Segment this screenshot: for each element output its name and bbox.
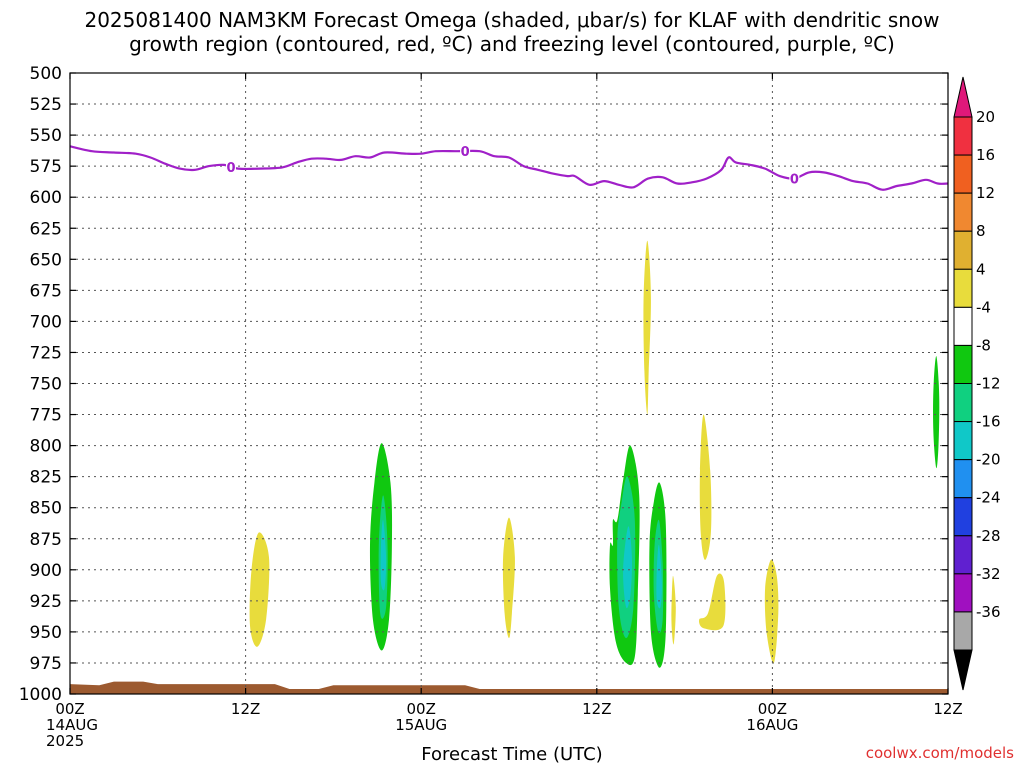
y-tick-label-650: 650: [30, 250, 62, 270]
colorbar-band-4: [953, 268, 973, 308]
colorbar-label-11: -28: [976, 527, 1001, 545]
freezing-level-label-1: 0: [461, 145, 470, 160]
omega-area-12: [671, 575, 676, 645]
y-tick-label-925: 925: [30, 592, 62, 612]
colorbar-label-6: -8: [976, 336, 991, 354]
omega-area-8: [623, 526, 632, 609]
freezing-level-label-0: 0: [226, 161, 235, 176]
x-tick-label-4-0: 00Z: [758, 700, 787, 718]
x-tick-label-0-2: 2025: [46, 732, 84, 750]
omega-area-4: [502, 517, 515, 639]
freezing-label-bg-2: [789, 170, 800, 186]
colorbar-label-7: -12: [976, 375, 1001, 393]
omega-area-3: [380, 519, 387, 591]
y-tick-label-950: 950: [30, 623, 62, 643]
freezing-label-bg-0: [225, 158, 236, 174]
y-tick-label-625: 625: [30, 219, 62, 239]
omega-area-13: [699, 414, 712, 560]
colorbar-top-arrow: [953, 76, 973, 118]
x-tick-label-0-1: 14AUG: [46, 716, 98, 734]
colorbar-band-11: [953, 535, 973, 575]
colorbar-band-7: [953, 383, 973, 423]
colorbar-label-12: -32: [976, 565, 1001, 583]
ground-surface: [70, 681, 948, 694]
y-axis: 500 525 550 575 600 625 650 675 700 725 750 775 800 8…: [19, 64, 948, 705]
colorbar-label-9: -20: [976, 451, 1001, 469]
y-tick-label-700: 700: [30, 312, 62, 332]
omega-area-15: [764, 559, 779, 664]
colorbar-band-12: [953, 573, 973, 613]
chart-title: 2025081400 NAM3KM Forecast Omega (shaded…: [0, 8, 1024, 56]
y-tick-label-600: 600: [30, 188, 62, 208]
colorbar-band-9: [953, 459, 973, 499]
colorbar-label-10: -24: [976, 489, 1001, 507]
colorbar-label-13: -36: [976, 603, 1001, 621]
source-credit: coolwx.com/models: [865, 744, 1014, 762]
x-tick-label-1-0: 12Z: [231, 700, 260, 718]
colorbar-band-13: [953, 611, 973, 651]
freezing-level-contour: 0 0 0: [69, 143, 949, 191]
title-line-1: 2025081400 NAM3KM Forecast Omega (shaded…: [84, 8, 940, 32]
y-tick-label-875: 875: [30, 530, 62, 550]
y-tick-label-850: 850: [30, 499, 62, 519]
y-tick-label-750: 750: [30, 375, 62, 395]
y-tick-label-500: 500: [30, 64, 62, 84]
x-tick-label-5-0: 12Z: [933, 700, 962, 718]
colorbar-bottom-arrow: [953, 649, 973, 691]
colorbar-band-2: [953, 192, 973, 232]
colorbar-band-0: [953, 116, 973, 156]
colorbar-label-2: 12: [976, 184, 995, 202]
y-tick-label-725: 725: [30, 343, 62, 363]
x-tick-label-0-0: 00Z: [55, 700, 84, 718]
omega-area-16: [933, 356, 940, 469]
freezing-level-label-2: 0: [790, 173, 799, 188]
omega-area-11: [656, 544, 662, 609]
omega-area-0: [249, 532, 270, 647]
colorbar-label-5: -4: [976, 298, 991, 316]
y-tick-label-675: 675: [30, 281, 62, 301]
y-tick-label-550: 550: [30, 126, 62, 146]
colorbar-band-5: [953, 306, 973, 346]
omega-shading: [249, 240, 940, 668]
colorbar-band-10: [953, 497, 973, 537]
x-tick-label-4-1: 16AUG: [746, 716, 798, 734]
y-tick-label-775: 775: [30, 406, 62, 426]
colorbar-band-6: [953, 344, 973, 384]
colorbar-band-1: [953, 154, 973, 194]
colorbar-label-4: 4: [976, 260, 986, 278]
title-line-2: growth region (contoured, red, ºC) and f…: [129, 32, 895, 56]
y-tick-label-975: 975: [30, 654, 62, 674]
colorbar-band-3: [953, 230, 973, 270]
colorbar-band-8: [953, 421, 973, 461]
y-tick-label-575: 575: [30, 157, 62, 177]
x-tick-label-2-1: 15AUG: [395, 716, 447, 734]
omega-area-5: [643, 240, 651, 415]
omega-area-14: [699, 573, 726, 631]
colorbar-label-1: 16: [976, 146, 995, 164]
x-tick-label-2-0: 00Z: [407, 700, 436, 718]
colorbar: 20 16 12 8 4 -4 -8 -12 -16 -20 -24 -28 -32 -36: [953, 76, 1001, 691]
colorbar-label-3: 8: [976, 222, 986, 240]
x-tick-label-3-0: 12Z: [582, 700, 611, 718]
ground-layer: [70, 681, 948, 694]
y-tick-label-900: 900: [30, 561, 62, 581]
y-tick-label-525: 525: [30, 95, 62, 115]
y-tick-label-1000: 1000: [19, 685, 62, 705]
y-tick-label-800: 800: [30, 437, 62, 457]
x-axis-title: Forecast Time (UTC): [421, 744, 603, 765]
colorbar-label-0: 20: [976, 108, 995, 126]
grid-lines: [70, 73, 948, 694]
y-tick-label-825: 825: [30, 468, 62, 488]
freezing-label-bg-1: [460, 143, 471, 159]
colorbar-label-8: -16: [976, 413, 1001, 431]
